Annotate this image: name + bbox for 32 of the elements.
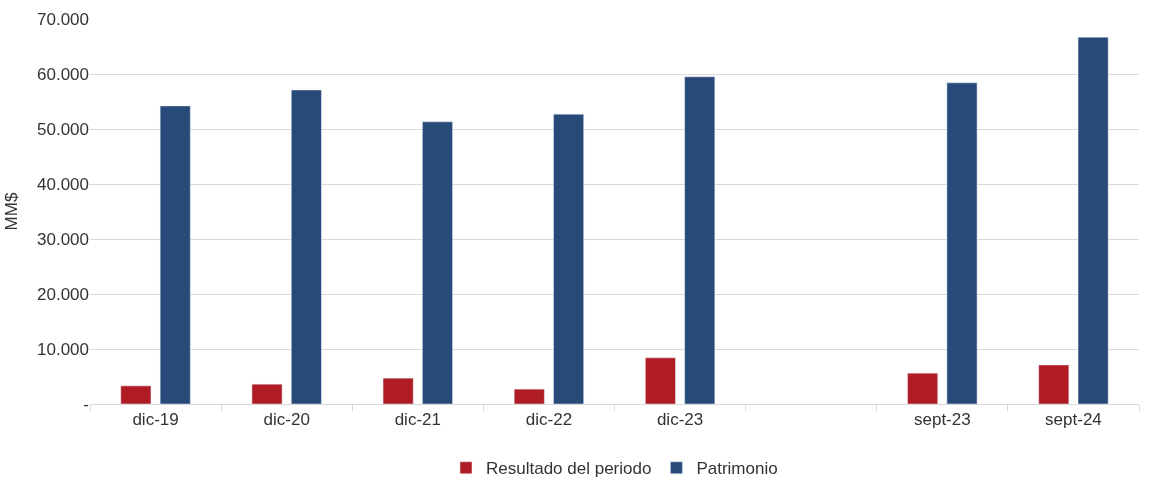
bar — [159, 105, 191, 404]
legend-label: Patrimonio — [696, 459, 778, 479]
y-tick-label: 50.000 — [37, 119, 89, 139]
bar — [684, 76, 716, 404]
bar — [513, 388, 545, 404]
y-tick-label: 40.000 — [37, 174, 89, 194]
x-tick-label: dic-21 — [394, 410, 441, 430]
bar — [553, 113, 584, 404]
bar — [422, 121, 453, 404]
x-tick-label: dic-22 — [525, 410, 573, 430]
y-axis-title: MM$ — [1, 192, 21, 231]
bar — [907, 372, 938, 404]
x-tick-label: sept-24 — [1045, 410, 1102, 430]
y-tick-label: 70.000 — [37, 9, 89, 29]
y-tick-label: 20.000 — [37, 284, 89, 304]
y-tick-label: - — [83, 394, 89, 414]
y-tick-label: 30.000 — [37, 229, 89, 249]
bar — [120, 385, 152, 404]
bar — [382, 377, 414, 404]
bar — [946, 82, 978, 404]
bar — [251, 383, 283, 404]
y-tick-label: 60.000 — [37, 64, 89, 84]
bar — [645, 357, 676, 404]
x-tick-label: dic-23 — [656, 410, 704, 430]
bar — [291, 89, 322, 404]
x-tick-label: dic-20 — [263, 410, 310, 430]
x-tick-label: dic-19 — [132, 410, 179, 430]
y-tick-label: 10.000 — [37, 339, 89, 359]
bar — [1077, 36, 1109, 404]
legend-label: Resultado del periodo — [486, 459, 652, 479]
x-tick-label: sept-23 — [913, 410, 971, 430]
bar — [1038, 364, 1070, 404]
